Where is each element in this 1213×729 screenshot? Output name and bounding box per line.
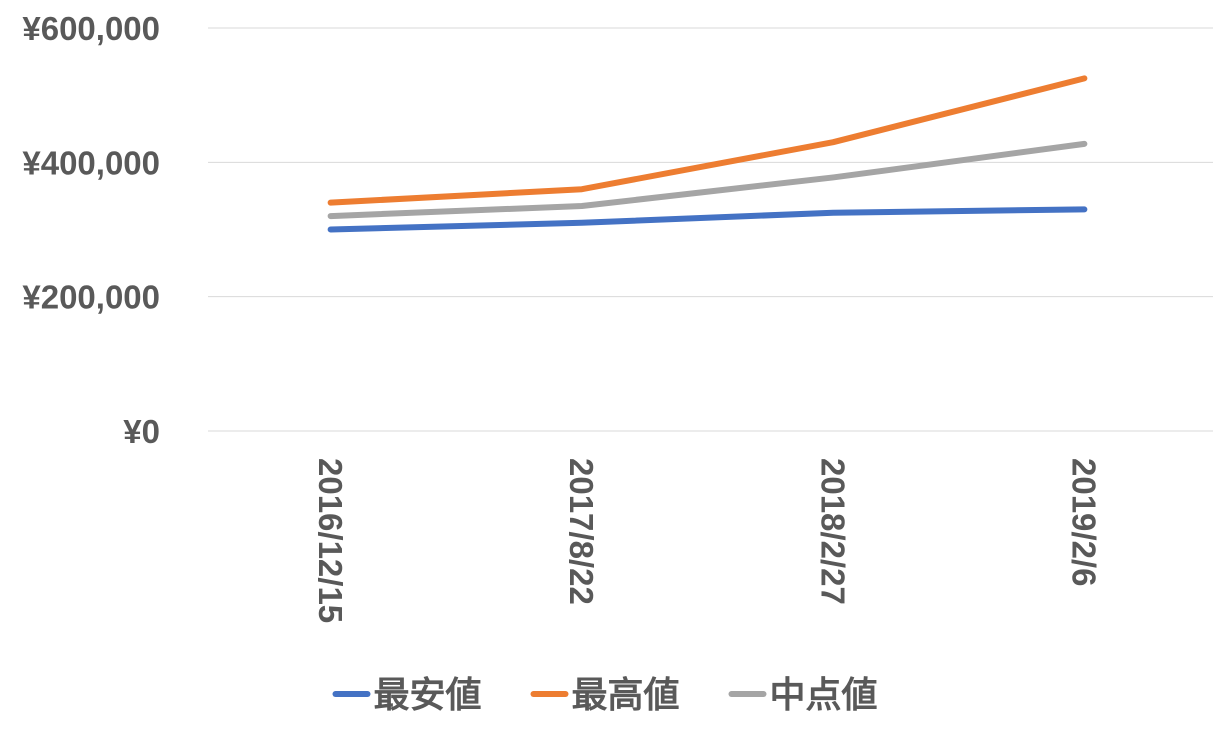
legend-label: 中点値 (770, 675, 878, 716)
x-tick-label: 2018/2/27 (814, 458, 851, 605)
y-axis-ticks: ¥0 ¥200,000 ¥400,000 ¥600,000 (22, 10, 160, 450)
x-tick-label: 2017/8/22 (563, 458, 600, 605)
legend-label: 最安値 (374, 675, 482, 716)
series-line (327, 206, 1088, 233)
series-line (327, 140, 1088, 220)
y-tick-label: ¥400,000 (22, 144, 160, 181)
legend-label: 最高値 (572, 675, 680, 716)
y-tick-label: ¥0 (123, 413, 160, 450)
series-lines (327, 75, 1088, 233)
y-tick-label: ¥600,000 (22, 10, 160, 47)
legend: 最安値 最高値 中点値 (332, 675, 878, 716)
x-tick-label: 2016/12/15 (312, 458, 349, 623)
y-tick-label: ¥200,000 (22, 279, 160, 316)
x-axis-ticks: 2016/12/15 2017/8/22 2018/2/27 2019/2/6 (312, 458, 1103, 623)
series-line (327, 75, 1088, 206)
x-tick-label: 2019/2/6 (1066, 458, 1103, 586)
